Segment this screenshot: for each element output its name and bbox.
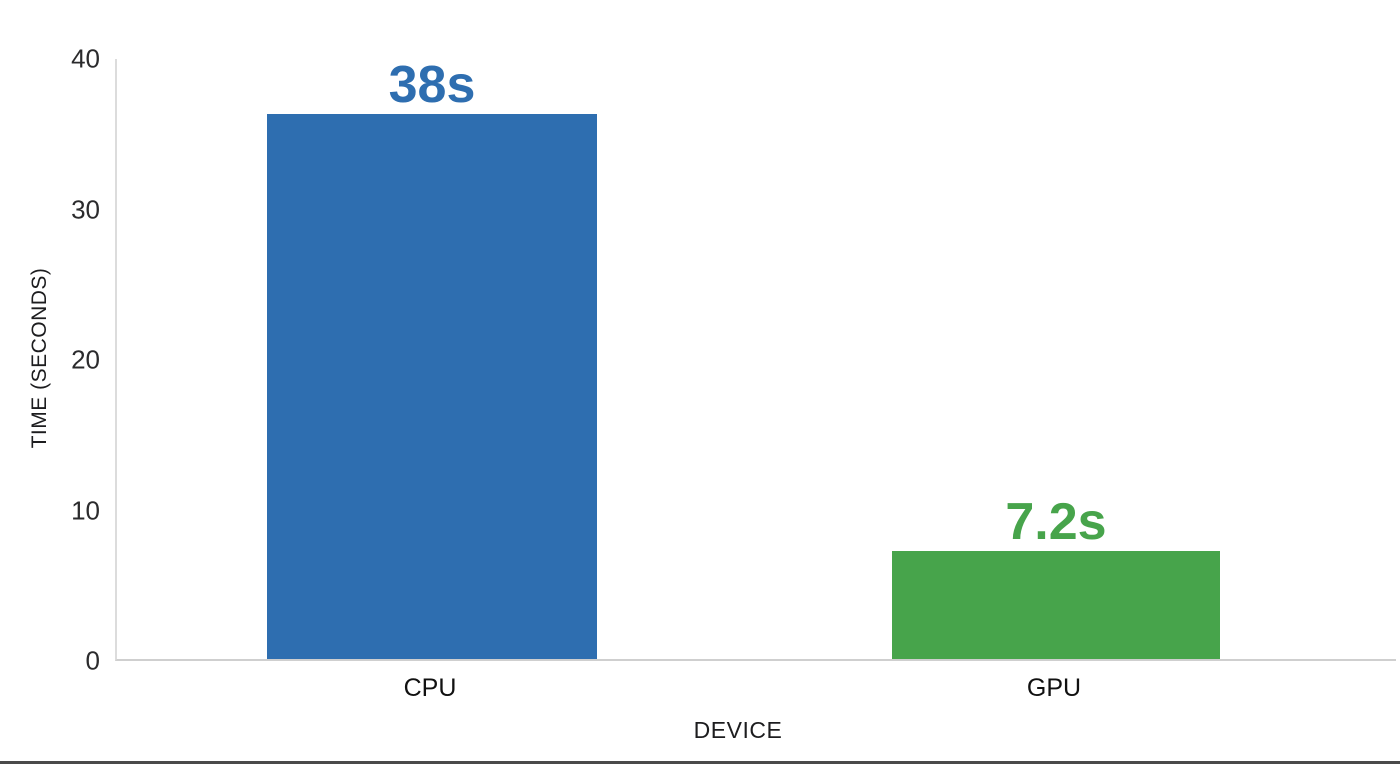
y-tick-40: 40 xyxy=(71,43,100,74)
y-tick-20: 20 xyxy=(71,344,100,375)
y-tick-30: 30 xyxy=(71,194,100,224)
x-tick-gpu: GPU xyxy=(1026,674,1082,702)
plot-area: 38s 7.2s xyxy=(115,59,1396,661)
cpu-bar xyxy=(267,114,597,659)
x-tick-cpu: CPU xyxy=(403,674,457,702)
cpu-value-label: 38s xyxy=(388,56,476,114)
y-tick-10: 10 xyxy=(71,495,100,525)
bottom-edge-strip xyxy=(0,761,1400,764)
y-tick-0: 0 xyxy=(85,645,100,676)
gpu-bar xyxy=(892,551,1220,659)
bar-group-gpu: 7.2s xyxy=(892,59,1220,659)
gpu-value-label: 7.2s xyxy=(1005,493,1107,551)
x-axis-title: DEVICE xyxy=(693,717,783,743)
bar-group-cpu: 38s xyxy=(267,59,597,659)
